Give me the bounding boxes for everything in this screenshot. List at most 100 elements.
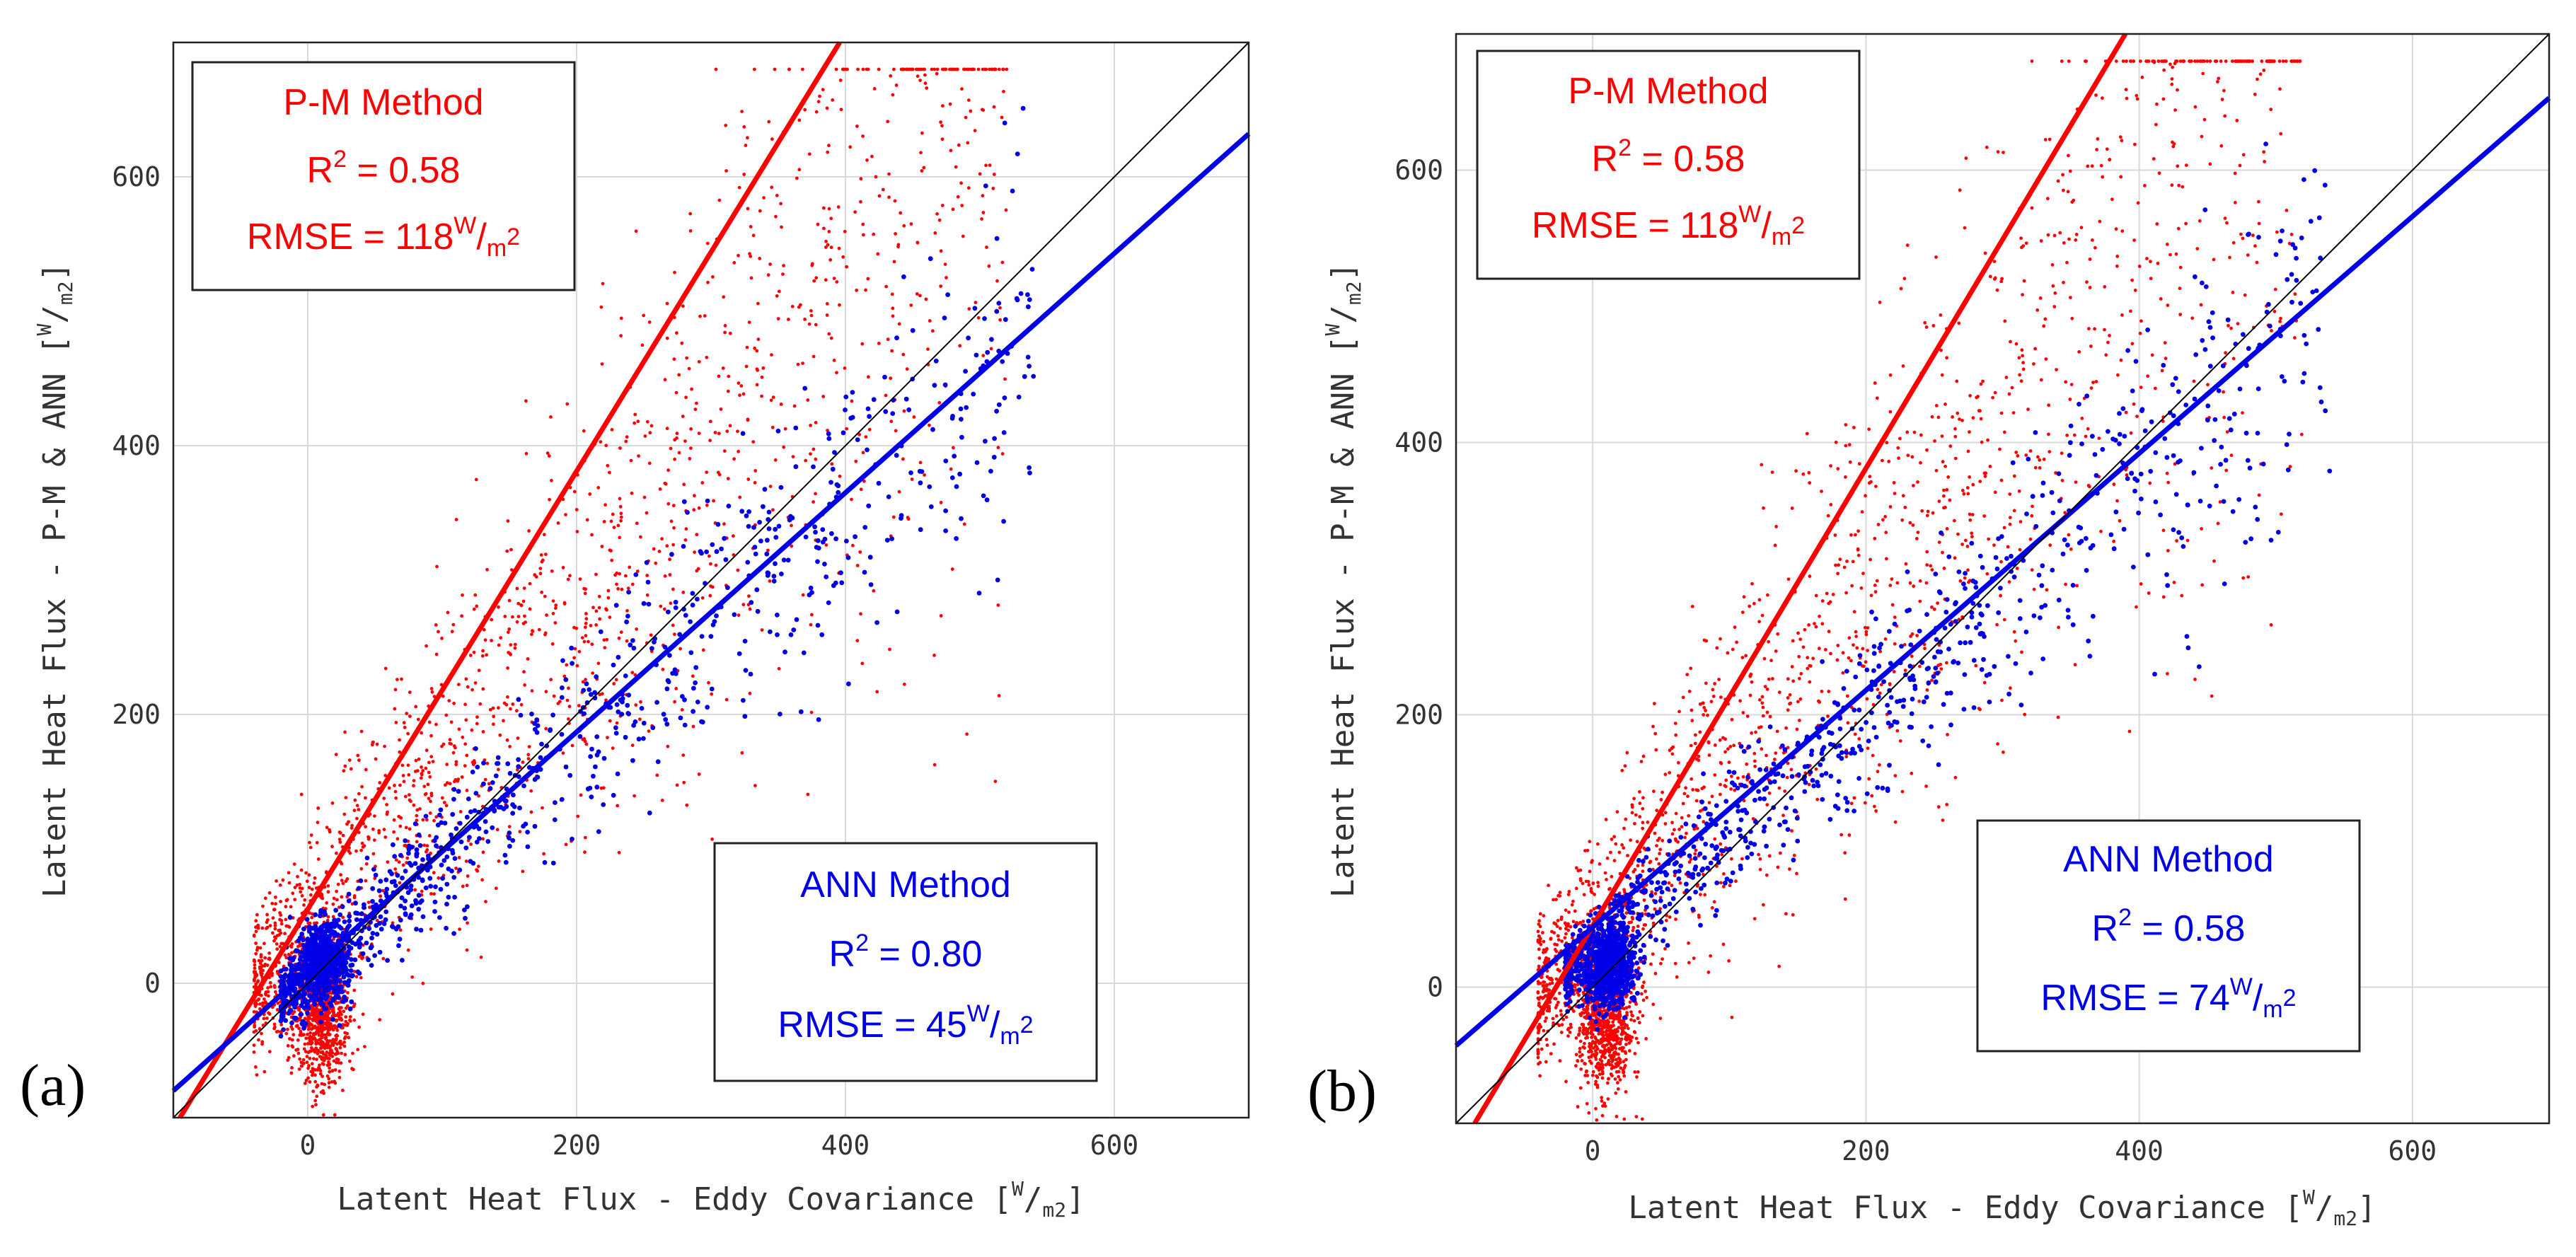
pm-point (978, 172, 982, 176)
pm-point (416, 717, 420, 722)
pm-point (1622, 1007, 1626, 1011)
pm-point (341, 881, 345, 886)
pm-point (633, 421, 636, 425)
ann-point (623, 734, 628, 740)
pm-point (278, 944, 282, 949)
ann-point (845, 555, 851, 560)
pm-point (630, 582, 635, 586)
pm-point (762, 196, 766, 199)
ann-point (771, 579, 777, 584)
pm-point (989, 347, 993, 351)
pm-point (949, 149, 953, 153)
ann-point (899, 516, 903, 521)
pm-point (618, 446, 622, 450)
pm-point (331, 902, 335, 906)
pm-point (663, 574, 667, 578)
pm-point (633, 412, 637, 417)
pm-point (939, 284, 943, 288)
pm-point (464, 718, 468, 722)
pm-point (441, 742, 446, 746)
pm-point (689, 446, 693, 450)
pm-point (420, 889, 424, 893)
ann-point (682, 697, 687, 702)
pm-point (625, 639, 629, 643)
pm-point (327, 1077, 331, 1081)
pm-point (543, 631, 548, 635)
pm-point (398, 738, 401, 742)
pm-point (340, 1006, 343, 1009)
pm-point (773, 67, 777, 71)
ann-point (829, 531, 834, 536)
ann-point (559, 731, 565, 737)
pm-point (1000, 115, 1004, 120)
pm-point (567, 705, 572, 709)
pm-point (330, 1080, 334, 1084)
pm-point (599, 305, 603, 309)
ann-point (820, 527, 826, 532)
ann-point (834, 482, 840, 487)
pm-point (952, 67, 956, 71)
pm-point (814, 421, 818, 424)
pm-point (463, 764, 467, 767)
pm-point (292, 1054, 296, 1058)
pm-point (485, 653, 489, 657)
pm-point (265, 1016, 269, 1020)
pm-point (303, 1016, 307, 1021)
pm-point (311, 1071, 315, 1074)
pm-point (909, 303, 913, 307)
ann-point (454, 826, 459, 831)
pm-point (341, 1089, 345, 1092)
pm-point (382, 797, 386, 800)
pm-point (955, 67, 959, 71)
ann-point (350, 962, 355, 968)
ann-point (690, 591, 695, 596)
pm-point (570, 743, 574, 748)
pm-point (732, 534, 735, 538)
ann-point (874, 620, 879, 625)
pm-point (1641, 1014, 1645, 1018)
pm-point (325, 1074, 330, 1078)
pm-point (324, 1054, 328, 1058)
ann-point (641, 720, 647, 726)
pm-point (476, 864, 480, 869)
pm-point (801, 593, 805, 597)
pm-point (284, 924, 289, 928)
ann-point (685, 510, 690, 515)
pm-point (262, 1070, 267, 1074)
pm-point (315, 840, 319, 845)
pm-point (950, 567, 954, 571)
pm-point (584, 621, 588, 625)
pm-point (524, 451, 529, 456)
pm-point (832, 359, 836, 362)
pm-point (1003, 377, 1007, 381)
ann-point (395, 924, 401, 929)
ann-point (1015, 151, 1020, 157)
ann-point (654, 700, 659, 705)
pm-point (760, 628, 764, 632)
pm-point (298, 883, 302, 886)
ann-point (323, 912, 328, 917)
pm-point (657, 550, 662, 553)
ann-point (340, 962, 346, 967)
ann-point (333, 908, 339, 913)
ann-point (346, 944, 352, 949)
ann-point (371, 867, 376, 872)
pm-point (1645, 995, 1649, 1000)
pm-point (465, 753, 469, 758)
pm-point (939, 249, 943, 253)
ann-point (650, 725, 656, 731)
ann-point (766, 509, 772, 515)
pm-point (1596, 1038, 1600, 1043)
pm-point (334, 1033, 338, 1038)
pm-point (511, 615, 514, 619)
pm-point (584, 625, 587, 630)
pm-point (427, 797, 431, 801)
pm-point (600, 692, 604, 696)
ann-point (518, 712, 524, 718)
pm-point (313, 876, 317, 880)
pm-point (948, 67, 952, 71)
pm-point (874, 175, 878, 179)
pm-point (809, 622, 813, 627)
ann-point (628, 642, 633, 648)
ann-point (438, 886, 444, 892)
